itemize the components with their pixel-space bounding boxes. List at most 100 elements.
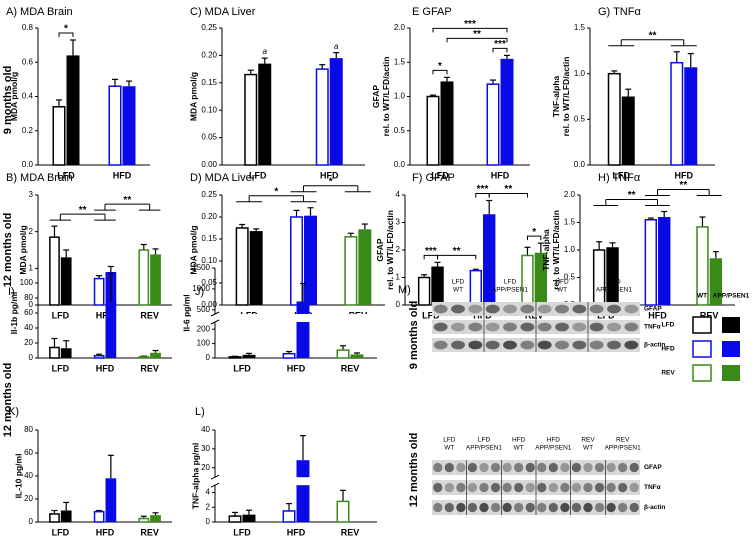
blot-band [624,304,639,314]
blot-band [520,322,535,332]
x-tick-label: LFD [233,527,251,537]
blot-band [456,502,466,513]
bar [500,58,514,166]
y-tick-label: 1.5 [574,23,586,32]
significance-bracket [446,37,508,43]
blot-band [555,322,569,332]
y-tick-label: 0 [206,517,211,526]
x-tick-label: LFD [57,170,75,180]
lane-label: WT [583,445,593,452]
x-tick-label: HFD [287,527,306,537]
blot-band [629,462,639,473]
blot-band [560,482,570,493]
y-tick-label: 20 [24,338,33,347]
bar [329,58,343,165]
y-tick-label: 4 [206,488,211,497]
bar [304,215,317,305]
blot-band [583,502,593,513]
blot-band [490,482,501,493]
y-tick-label: 1.5 [394,57,406,66]
bar [235,227,249,306]
blot-band [571,502,582,513]
y-tick-label: 2.0 [394,23,406,32]
y-tick-label: 0.8 [22,23,34,32]
band-label: GFAP [644,464,662,471]
y-tick-label: 100 [197,339,211,348]
y-axis-label: Il-6 pg/ml [182,294,192,331]
bar [249,231,263,305]
blot-band [560,502,570,513]
y-tick-label: 1.0 [394,92,406,101]
blot-band [479,462,489,473]
blot-band [560,462,570,473]
bar [138,356,150,359]
blot-band [589,340,604,350]
blot-band [467,502,478,513]
legend-row-label: HFD [661,346,675,353]
bar [244,73,258,166]
bar [658,217,671,305]
blot-band [468,340,483,350]
blot-band [629,482,639,493]
significance-label: ** [473,29,481,40]
band-label: GFAP [644,306,662,313]
blot-age-label: 9 months old [408,301,420,369]
y-tick-label: 0.5 [394,126,406,135]
blot-band [503,340,517,350]
legend-swatch [722,365,740,381]
blot-band [514,462,524,473]
blot-band [537,322,552,332]
x-tick-label: REV [140,527,159,537]
bar [138,249,150,306]
bar [60,257,72,305]
lane-label: APP/PSEN1 [535,445,572,452]
blot-band [624,322,639,332]
y-tick-label: 0.10 [201,256,217,265]
significance-label: * [532,227,536,238]
blot-band [468,304,483,314]
y-tick-label: 40 [24,323,33,332]
bar [258,63,272,166]
y-tick-label: 0.05 [201,133,217,142]
significance-label: * [64,24,68,35]
x-tick-label: REV [140,363,159,373]
bar [122,86,136,165]
significance-label: ** [453,246,461,257]
y-tick-label: 20 [24,494,33,503]
significance-bracket [437,254,477,260]
blot-band [525,502,535,513]
blot-band [525,482,535,493]
bar [150,515,161,522]
y-tick-label: 0.0 [574,160,586,169]
bar [60,510,72,522]
bar [483,214,496,305]
significance-label: *** [477,184,489,195]
blot-band [503,322,517,332]
y-tick-label: 1500 [192,263,210,272]
x-tick-label: HFD [675,170,694,180]
bar [290,216,303,306]
lane-label: HFD [547,437,561,444]
bar [684,67,698,165]
band-label: TNFα [644,484,661,491]
y-tick-label: 0 [396,300,401,309]
lane-label: WT [444,445,454,452]
bar [138,517,150,523]
blot-band [467,462,478,473]
bar [336,500,350,523]
x-tick-label: LFD [52,363,70,373]
y-axis-label: MDA pmol/g [18,225,28,274]
bar [93,355,105,359]
significance-label: ** [123,195,131,206]
chart-title: D) MDA Liver [190,172,256,184]
legend-swatch [692,340,712,358]
y-tick-label: 2 [396,245,401,254]
chart-title: B) MDA Brain [6,172,73,184]
significance-bracket [58,32,74,37]
blot-band [589,322,604,332]
lane-label: HFD [512,437,526,444]
bar [105,478,117,522]
y-tick-label: 1.0 [564,245,576,254]
